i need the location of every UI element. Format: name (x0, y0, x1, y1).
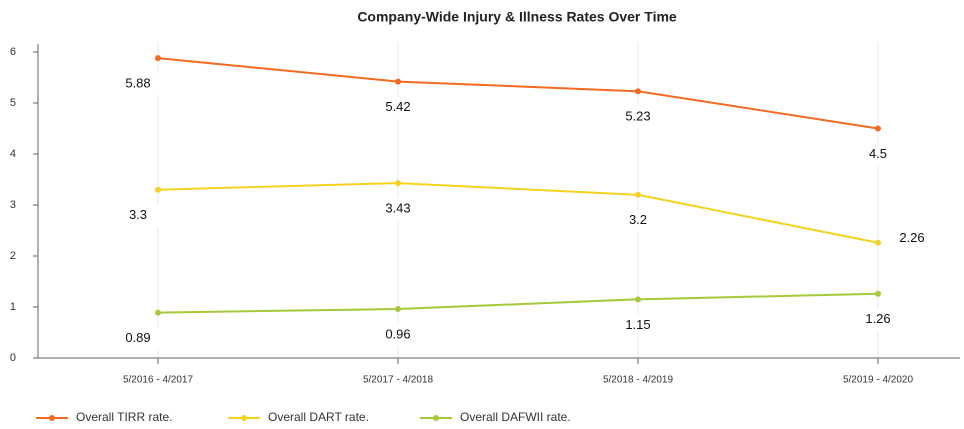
data-point (875, 239, 881, 246)
label-bg (614, 209, 662, 232)
y-tick-label: 1 (10, 301, 16, 313)
data-point (635, 88, 641, 95)
label-bg (114, 204, 162, 227)
data-point (635, 191, 641, 198)
label-bg (374, 96, 422, 119)
legend-label: Overall TIRR rate. (76, 410, 172, 424)
data-label: 5.88 (125, 76, 150, 91)
label-bg (854, 308, 902, 331)
data-point (395, 180, 401, 187)
data-label: 0.89 (125, 330, 150, 345)
y-tick-label: 4 (10, 148, 16, 160)
series-line (157, 182, 879, 244)
label-bg (114, 73, 162, 96)
label-bg (854, 143, 902, 166)
data-label: 1.15 (625, 317, 650, 332)
data-point (875, 125, 881, 132)
data-label: 5.42 (385, 99, 410, 114)
data-label: 0.96 (385, 326, 410, 341)
data-point (395, 78, 401, 85)
data-point (155, 309, 161, 316)
x-tick-label: 5/2019 - 4/2020 (843, 375, 913, 386)
data-label: 1.26 (865, 311, 890, 326)
y-tick-label: 3 (10, 199, 16, 211)
data-label: 2.26 (899, 230, 924, 245)
data-label: 5.23 (625, 109, 650, 124)
data-point (155, 55, 161, 62)
y-tick-label: 6 (10, 46, 16, 58)
series-line (157, 57, 879, 130)
y-tick-label: 0 (10, 352, 16, 364)
legend-label: Overall DART rate. (268, 410, 369, 424)
data-point (155, 186, 161, 193)
data-label: 3.2 (629, 212, 647, 227)
label-bg (114, 327, 162, 350)
legend-dot (241, 415, 247, 421)
legend-dot (49, 415, 55, 421)
data-label: 3.43 (385, 201, 410, 216)
data-label: 3.3 (129, 207, 147, 222)
label-bg (888, 227, 936, 250)
label-bg (614, 314, 662, 337)
label-bg (614, 106, 662, 129)
x-tick-label: 5/2018 - 4/2019 (603, 375, 673, 386)
series-line (157, 292, 879, 314)
label-bg (374, 324, 422, 347)
x-tick-label: 5/2017 - 4/2018 (363, 375, 433, 386)
chart-title: Company-Wide Injury & Illness Rates Over… (357, 9, 677, 25)
x-tick-label: 5/2016 - 4/2017 (123, 375, 193, 386)
legend-label: Overall DAFWII rate. (460, 410, 571, 424)
label-bg (374, 198, 422, 221)
data-point (395, 306, 401, 313)
data-label: 4.5 (869, 146, 887, 161)
data-point (635, 296, 641, 303)
data-point (875, 290, 881, 297)
y-tick-label: 2 (10, 250, 16, 262)
y-tick-label: 5 (10, 97, 16, 109)
legend-dot (433, 415, 439, 421)
